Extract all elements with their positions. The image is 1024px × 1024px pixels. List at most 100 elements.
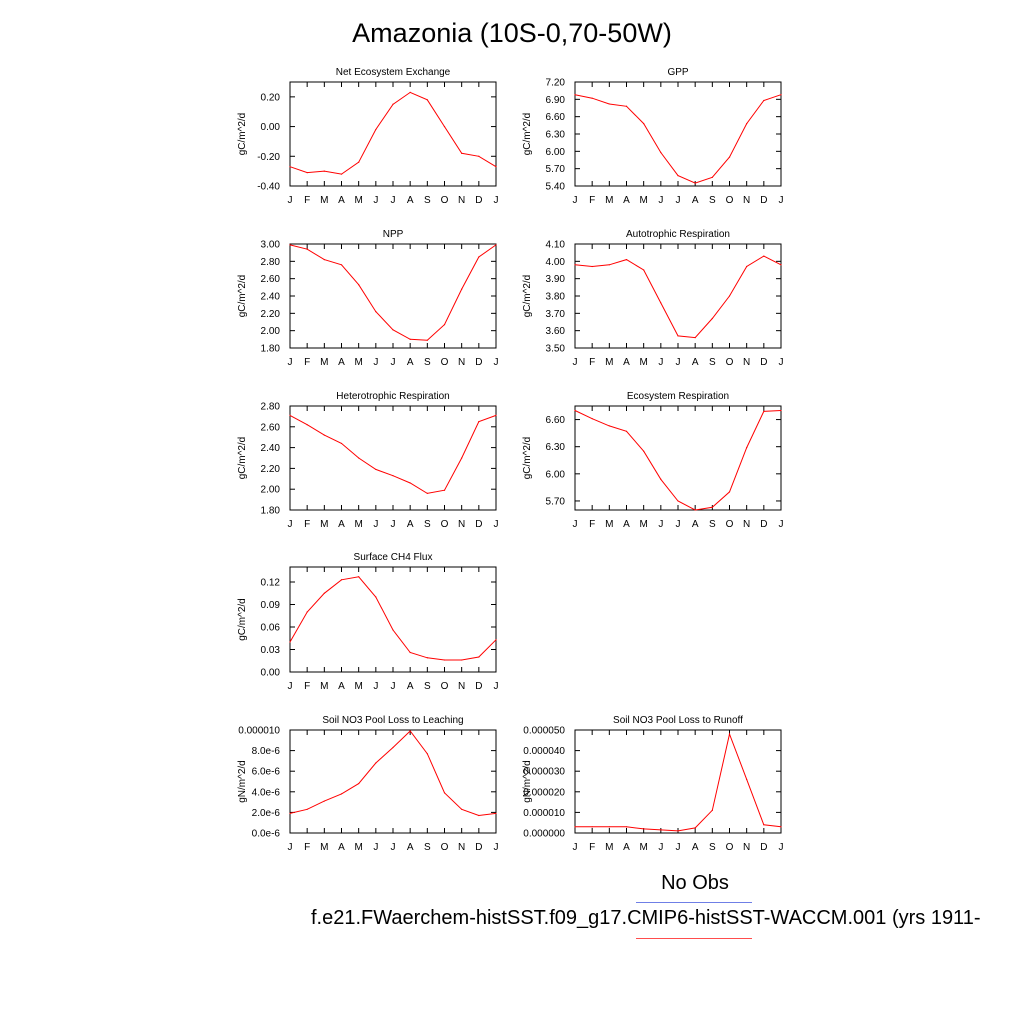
- x-tick-label: J: [658, 357, 663, 368]
- data-point: [711, 809, 713, 811]
- y-tick-label: -0.20: [257, 152, 280, 163]
- data-point: [323, 592, 325, 594]
- data-point: [677, 500, 679, 502]
- x-tick-label: J: [494, 357, 499, 368]
- data-point: [409, 482, 411, 484]
- data-point: [461, 659, 463, 661]
- y-tick-label: 0.0e-6: [252, 829, 281, 840]
- x-tick-label: J: [494, 519, 499, 530]
- x-tick-label: M: [354, 195, 362, 206]
- x-tick-label: D: [760, 357, 767, 368]
- data-point: [711, 176, 713, 178]
- panel-title: Soil NO3 Pool Loss to Runoff: [613, 715, 743, 726]
- x-tick-label: J: [288, 357, 293, 368]
- data-point: [340, 793, 343, 795]
- y-tick-label: 3.50: [546, 344, 566, 355]
- data-point: [763, 410, 765, 413]
- data-point: [763, 255, 765, 257]
- x-tick-label: A: [692, 519, 699, 530]
- legend-case-label: f.e21.FWaerchem-histSST.f09_g17.CMIP6-hi…: [311, 907, 981, 929]
- chart-panel: Heterotrophic Respiration gC/m^2/d 1.80 2.0…: [237, 391, 499, 530]
- data-point: [746, 447, 748, 449]
- x-tick-label: S: [424, 195, 431, 206]
- x-tick-label: A: [338, 195, 345, 206]
- y-tick-label: 6.60: [546, 415, 566, 426]
- y-tick-label: 0.000020: [523, 787, 565, 798]
- data-point: [461, 288, 463, 290]
- data-point: [694, 337, 696, 339]
- y-tick-label: 2.80: [261, 257, 281, 268]
- y-tick-label: 8.0e-6: [252, 746, 281, 757]
- data-point: [461, 152, 463, 154]
- x-tick-label: N: [743, 195, 750, 206]
- y-tick-label: 0.000010: [238, 726, 280, 737]
- plot-frame: [289, 566, 497, 673]
- data-point: [426, 492, 428, 494]
- data-point: [323, 259, 325, 261]
- data-point: [289, 244, 291, 246]
- data-point: [625, 259, 628, 261]
- x-tick-label: S: [424, 357, 431, 368]
- x-tick-label: J: [573, 519, 578, 530]
- y-tick-label: 0.20: [261, 92, 281, 103]
- y-tick-label: 0.06: [261, 623, 281, 634]
- series-line: [574, 410, 782, 511]
- panel-title: Ecosystem Respiration: [627, 391, 729, 402]
- chart-panel: Ecosystem Respiration gC/m^2/d 5.70 6.00 6.3…: [522, 391, 784, 530]
- data-point: [694, 827, 696, 829]
- plot-frame: [289, 729, 497, 834]
- y-tick-label: 4.00: [546, 257, 566, 268]
- x-tick-label: D: [475, 842, 482, 853]
- legend-case-line: [636, 938, 752, 939]
- y-tick-label: 2.00: [261, 485, 281, 496]
- y-tick-label: 6.90: [546, 95, 566, 106]
- panel-title: GPP: [667, 67, 688, 78]
- legend-obs-label: No Obs: [661, 872, 729, 894]
- data-point: [495, 166, 497, 168]
- y-tick-label: 0.03: [261, 645, 281, 656]
- x-tick-label: O: [441, 195, 449, 206]
- x-tick-label: O: [441, 681, 449, 692]
- x-tick-label: J: [573, 842, 578, 853]
- data-point: [306, 808, 308, 810]
- x-tick-label: J: [288, 519, 293, 530]
- x-tick-label: S: [709, 842, 716, 853]
- x-tick-label: S: [424, 842, 431, 853]
- series-line: [289, 576, 497, 661]
- y-tick-label: 2.60: [261, 422, 281, 433]
- series-line: [575, 732, 782, 832]
- y-tick-label: 3.90: [546, 274, 566, 285]
- x-tick-label: J: [373, 195, 378, 206]
- plot-frame: [289, 81, 497, 187]
- x-tick-label: M: [320, 681, 328, 692]
- series-line: [574, 255, 782, 339]
- chart-panel: Soil NO3 Pool Loss to RunoffgN/m^2/d0.00…: [522, 715, 784, 853]
- chart-panel: Net Ecosystem Exchange gC/m^2/d -0.40 -0.20…: [237, 67, 499, 206]
- plot-frame: [289, 243, 497, 349]
- data-point: [728, 733, 731, 735]
- y-tick-label: 0.000050: [523, 726, 565, 737]
- y-tick-label: 0.000040: [523, 746, 565, 757]
- x-tick-label: J: [391, 519, 396, 530]
- data-point: [746, 778, 748, 781]
- x-tick-label: J: [391, 842, 396, 853]
- y-tick-label: 0.000000: [523, 829, 565, 840]
- data-point: [625, 430, 628, 432]
- y-tick-label: -0.40: [257, 182, 280, 193]
- x-tick-label: J: [676, 357, 681, 368]
- x-tick-label: A: [338, 519, 345, 530]
- y-tick-label: 2.80: [261, 402, 281, 413]
- x-tick-label: D: [475, 519, 482, 530]
- data-point: [746, 265, 748, 268]
- data-point: [375, 596, 377, 598]
- y-tick-label: 0.12: [261, 578, 281, 589]
- x-tick-label: S: [709, 357, 716, 368]
- x-tick-label: J: [494, 195, 499, 206]
- y-axis-label: gC/m^2/d: [522, 437, 533, 480]
- data-point: [746, 123, 748, 125]
- data-point: [711, 317, 713, 320]
- data-point: [409, 91, 411, 93]
- x-tick-label: F: [589, 519, 595, 530]
- x-tick-label: S: [424, 519, 431, 530]
